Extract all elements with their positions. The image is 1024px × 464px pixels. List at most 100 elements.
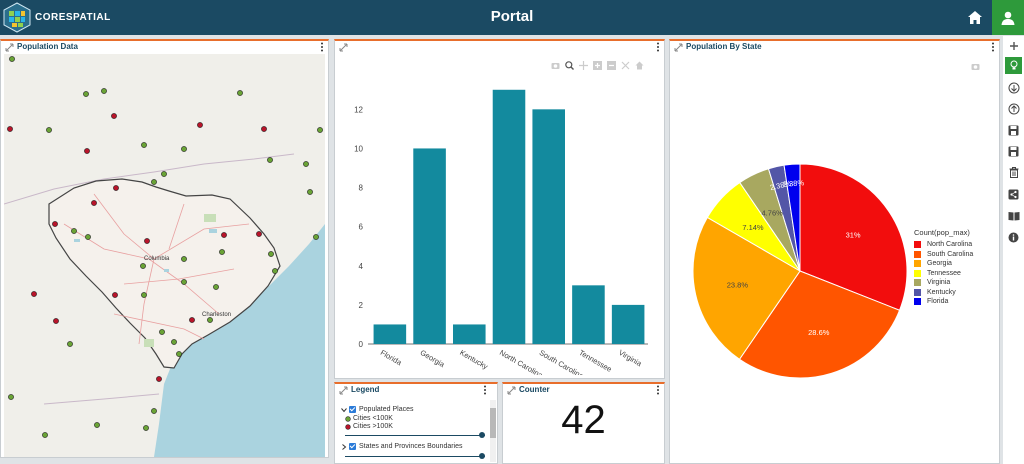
city-small-point[interactable] (42, 432, 48, 438)
bar-north-carolina[interactable] (492, 89, 526, 345)
city-large-point[interactable] (53, 318, 59, 324)
city-small-point[interactable] (9, 56, 15, 62)
save-button[interactable] (1005, 122, 1022, 139)
pie-legend-item[interactable]: Florida (914, 297, 973, 307)
city-large-point[interactable] (111, 113, 117, 119)
camera-icon[interactable] (971, 62, 980, 71)
city-small-point[interactable] (267, 157, 273, 163)
city-small-point[interactable] (181, 146, 187, 152)
city-large-point[interactable] (113, 185, 119, 191)
kebab-menu-icon[interactable] (483, 385, 487, 395)
city-small-point[interactable] (207, 317, 213, 323)
bar-chart[interactable]: 0 2 4 6 8 10 12 Florida Georgia Kentucky North Ca… (335, 55, 664, 375)
download-button[interactable] (1005, 79, 1022, 96)
kebab-menu-icon[interactable] (656, 42, 660, 52)
city-small-point[interactable] (141, 292, 147, 298)
zoom-icon[interactable] (565, 61, 574, 70)
city-small-point[interactable] (171, 339, 177, 345)
expand-icon[interactable] (507, 386, 516, 395)
city-large-point[interactable] (189, 317, 195, 323)
pie-legend-item[interactable]: Tennessee (914, 269, 973, 279)
map-view[interactable]: Columbia Charleston (4, 54, 325, 457)
bar-south-carolina[interactable] (532, 109, 565, 344)
chevron-down-icon[interactable] (341, 407, 347, 413)
city-large-point[interactable] (197, 122, 203, 128)
city-large-point[interactable] (144, 238, 150, 244)
city-large-point[interactable] (84, 148, 90, 154)
city-small-point[interactable] (83, 91, 89, 97)
expand-icon[interactable] (5, 43, 14, 52)
city-small-point[interactable] (46, 127, 52, 133)
kebab-menu-icon[interactable] (991, 42, 995, 52)
pie-legend-item[interactable]: Kentucky (914, 288, 973, 298)
city-small-point[interactable] (317, 127, 323, 133)
city-small-point[interactable] (94, 422, 100, 428)
city-small-point[interactable] (219, 249, 225, 255)
city-large-point[interactable] (112, 292, 118, 298)
user-button[interactable] (992, 0, 1024, 35)
docs-button[interactable] (1005, 207, 1022, 224)
city-small-point[interactable] (237, 90, 243, 96)
city-small-point[interactable] (159, 329, 165, 335)
city-large-point[interactable] (31, 291, 37, 297)
pie-slice-north-carolina[interactable] (799, 163, 908, 311)
city-small-point[interactable] (303, 161, 309, 167)
city-large-point[interactable] (221, 232, 227, 238)
pie-chart[interactable]: 31%28.6%23.8%7.14%4.76%2.38%2.38% (680, 151, 920, 391)
city-large-point[interactable] (7, 126, 13, 132)
ideas-button[interactable] (1005, 57, 1022, 74)
city-small-point[interactable] (161, 171, 167, 177)
autoscale-icon[interactable] (621, 61, 630, 70)
city-small-point[interactable] (313, 234, 319, 240)
city-small-point[interactable] (101, 88, 107, 94)
layer-checkbox[interactable] (349, 443, 356, 450)
bar-georgia[interactable] (413, 148, 446, 344)
pie-slice-south-carolina[interactable] (738, 270, 901, 379)
opacity-slider[interactable] (345, 432, 485, 439)
expand-icon[interactable] (674, 43, 683, 52)
city-large-point[interactable] (256, 231, 262, 237)
city-large-point[interactable] (52, 221, 58, 227)
city-small-point[interactable] (85, 234, 91, 240)
map-canvas[interactable]: Columbia Charleston (4, 54, 325, 457)
legend-layer-populated-places[interactable]: Populated Places (341, 404, 493, 415)
kebab-menu-icon[interactable] (656, 385, 660, 395)
pie-slice-florida[interactable] (783, 163, 801, 272)
legend-layer-state-boundaries[interactable]: States and Provinces Boundaries (341, 441, 493, 452)
legend-scrollbar[interactable] (490, 400, 496, 462)
bar-tennessee[interactable] (572, 285, 605, 344)
home-button[interactable] (958, 0, 992, 35)
pan-icon[interactable] (579, 61, 588, 70)
city-small-point[interactable] (67, 341, 73, 347)
reset-axes-icon[interactable] (635, 61, 644, 70)
delete-button[interactable] (1005, 164, 1022, 181)
city-small-point[interactable] (272, 268, 278, 274)
city-small-point[interactable] (141, 142, 147, 148)
city-large-point[interactable] (261, 126, 267, 132)
city-small-point[interactable] (213, 284, 219, 290)
city-small-point[interactable] (140, 263, 146, 269)
bar-kentucky[interactable] (453, 324, 486, 344)
pie-legend-item[interactable]: North Carolina (914, 240, 973, 250)
add-widget-button[interactable] (1005, 37, 1022, 54)
pie-legend-item[interactable]: South Carolina (914, 250, 973, 260)
city-large-point[interactable] (91, 200, 97, 206)
city-small-point[interactable] (151, 408, 157, 414)
city-small-point[interactable] (307, 189, 313, 195)
city-small-point[interactable] (8, 394, 14, 400)
expand-icon[interactable] (339, 43, 348, 52)
bar-florida[interactable] (373, 324, 407, 344)
city-large-point[interactable] (156, 376, 162, 382)
map-points[interactable] (7, 56, 323, 438)
kebab-menu-icon[interactable] (320, 42, 324, 52)
chevron-right-icon[interactable] (341, 443, 347, 450)
save-as-button[interactable] (1005, 143, 1022, 160)
city-small-point[interactable] (181, 279, 187, 285)
pie-legend-item[interactable]: Georgia (914, 259, 973, 269)
share-button[interactable] (1005, 186, 1022, 203)
opacity-slider[interactable] (345, 453, 485, 460)
city-small-point[interactable] (151, 179, 157, 185)
city-small-point[interactable] (71, 228, 77, 234)
zoom-out-icon[interactable] (607, 61, 616, 70)
zoom-in-icon[interactable] (593, 61, 602, 70)
